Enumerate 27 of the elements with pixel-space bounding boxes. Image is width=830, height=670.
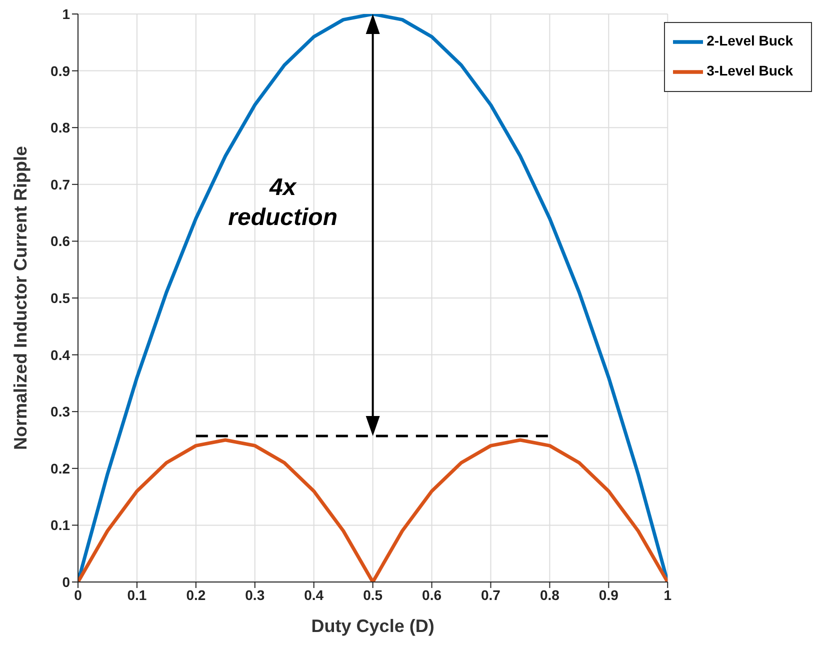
x-tick-label: 1 [664, 586, 672, 603]
y-tick-label: 0.8 [50, 120, 70, 136]
x-tick-label: 0.2 [186, 586, 206, 603]
x-tick-label: 0.1 [127, 586, 147, 603]
annotation: 4x reduction [228, 174, 338, 232]
legend-label: 3-Level Buck [706, 62, 793, 79]
y-tick-label: 0.9 [50, 62, 70, 79]
y-tick-label: 0.6 [50, 233, 70, 250]
x-axis-title: Duty Cycle (D) [311, 616, 434, 636]
y-tick-label: 0.1 [50, 517, 70, 534]
y-tick-label: 0.2 [50, 460, 70, 476]
x-tick-label: 0.4 [304, 586, 324, 603]
y-tick-label: 0.3 [50, 404, 70, 420]
y-tick-label: 0.7 [50, 176, 70, 192]
y-axis-title: Normalized Inductor Current Ripple [10, 146, 30, 450]
y-tick-label: 0.5 [50, 290, 70, 306]
legend-label: 2-Level Buck [706, 32, 793, 49]
x-tick-label: 0 [74, 586, 82, 603]
x-tick-label: 0.9 [598, 586, 619, 603]
x-tick-label: 0.3 [245, 586, 265, 603]
x-tick-label: 0.7 [481, 586, 501, 603]
x-tick-label: 0.5 [363, 586, 383, 603]
y-tick-label: 0.4 [50, 346, 70, 363]
y-tick-label: 1 [62, 6, 70, 22]
x-tick-label: 0.8 [540, 586, 560, 603]
y-tick-label: 0 [62, 574, 70, 590]
x-tick-label: 0.6 [422, 586, 442, 603]
